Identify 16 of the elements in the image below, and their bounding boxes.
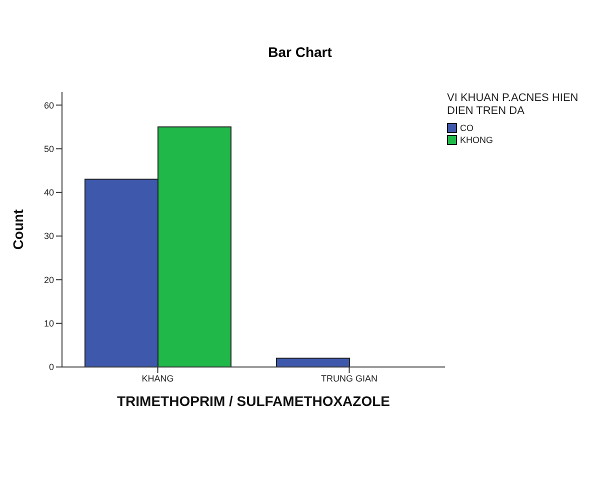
x-tick-label: TRUNG GIAN	[320, 373, 378, 384]
chart-title: Bar Chart	[267, 44, 333, 60]
y-tick-label: 10	[44, 318, 54, 329]
y-tick-label: 0	[48, 362, 54, 372]
x-tick-label: KHANG	[142, 373, 174, 384]
bar	[276, 358, 350, 367]
legend-title: VI KHUAN P.ACNES HIEN DIEN TREN DA	[447, 92, 580, 118]
x-axis-title: TRIMETHOPRIM / SULFAMETHOXAZOLE	[117, 393, 390, 409]
y-axis-title: Count	[10, 208, 26, 250]
y-tick-label: 50	[44, 144, 54, 154]
y-tick-label: 20	[44, 274, 54, 285]
y-tick-label: 30	[44, 231, 54, 242]
y-tick-label: 40	[44, 188, 54, 198]
legend-label: CO	[459, 122, 474, 134]
legend-label: KHONG	[459, 134, 494, 146]
y-tick-label: 60	[44, 100, 54, 110]
